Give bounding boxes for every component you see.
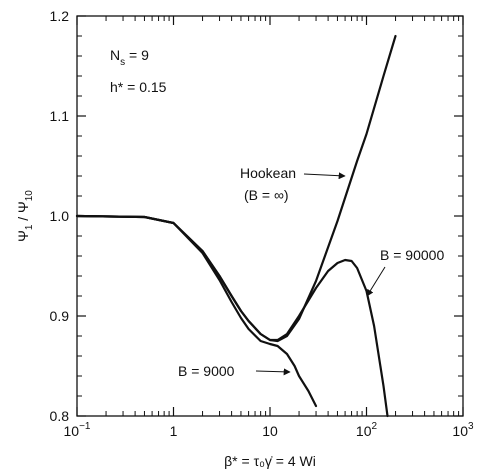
arrow-b9000	[255, 368, 291, 376]
annotation-b9000: B = 9000	[178, 363, 235, 379]
ticks: 10−1 1 10 102 103 0.8 0.9 1.0 1.1 1.2	[50, 8, 474, 439]
y-tick-label: 1.0	[50, 208, 70, 224]
x-tick-label: 103	[452, 421, 474, 439]
x-tick-label: 102	[356, 421, 378, 439]
y-tick-label: 0.9	[50, 308, 70, 324]
series-group	[75, 34, 397, 418]
param-ns: Ns = 9	[110, 47, 149, 68]
x-tick-label: 1	[170, 423, 178, 439]
series-line-b9000	[75, 214, 318, 408]
annotation-hookean: Hookean	[240, 165, 296, 181]
annotation-hookean-sub: (B = ∞)	[244, 187, 289, 203]
x-axis-label: β* = τ₀γ̇ = 4 Wi	[224, 453, 316, 469]
y-axis-label: Ψ1 / Ψ10	[15, 190, 35, 242]
arrow-hookean	[303, 172, 346, 180]
y-tick-label: 1.2	[50, 8, 70, 24]
x-tick-label: 10	[262, 423, 278, 439]
arrow-b90000	[366, 266, 386, 297]
series-line-b90000	[75, 214, 389, 418]
param-hstar: h* = 0.15	[110, 79, 167, 95]
annotation-b90000: B = 90000	[380, 247, 444, 263]
y-tick-label: 0.8	[50, 408, 70, 424]
y-tick-label: 1.1	[50, 108, 70, 124]
x-tick-label: 10−1	[64, 421, 91, 439]
